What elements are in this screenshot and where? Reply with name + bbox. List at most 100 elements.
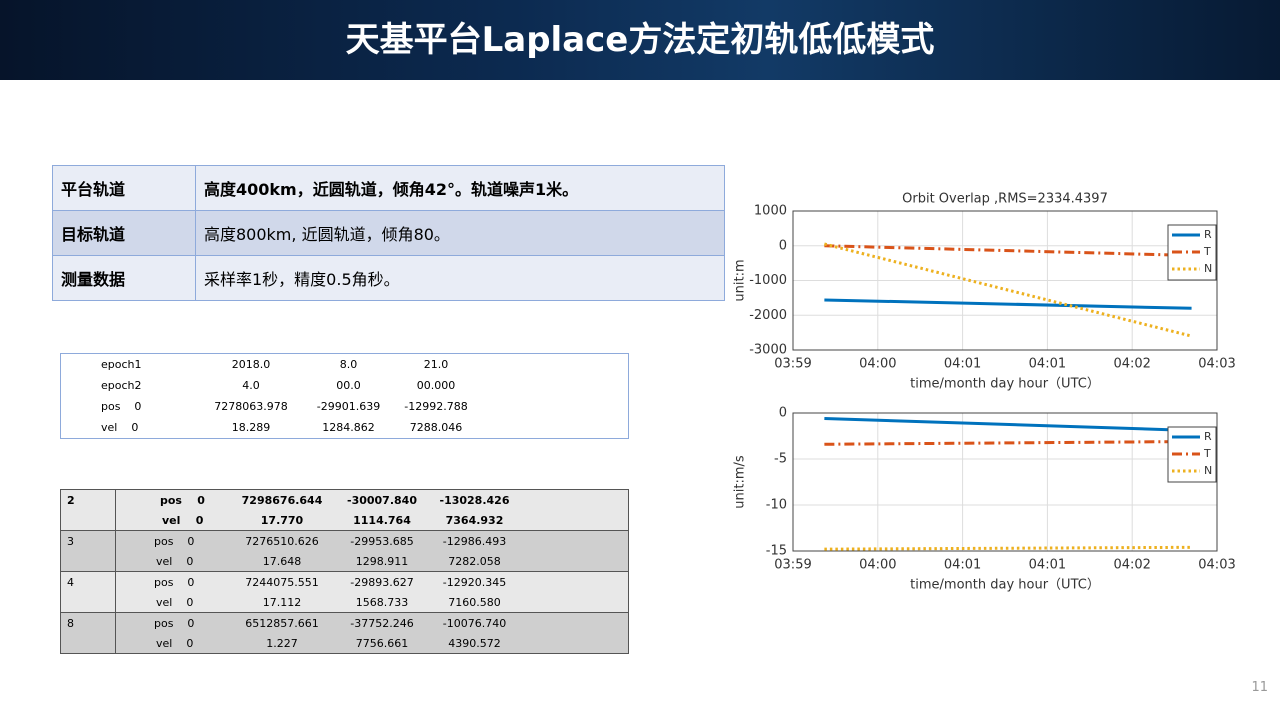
result-cell: 7276510.626 [245, 534, 319, 548]
result-cell: 7160.580 [448, 595, 501, 609]
x-axis-label: time/month day hour（UTC） [910, 377, 1100, 392]
result-cell: -29893.627 [350, 575, 414, 589]
result-id: 8 [60, 612, 116, 654]
result-cell: 17.112 [262, 595, 302, 609]
legend-label: R [1204, 430, 1212, 443]
series-line [824, 440, 1192, 446]
epoch-cell: 4.0 [242, 379, 260, 392]
result-pad [517, 490, 629, 511]
epoch-cell: -12992.788 [404, 400, 468, 413]
epoch-cell: -29901.639 [316, 400, 381, 413]
result-cell: vel 0 [156, 595, 194, 609]
result-table: 2 pos 0 7298676.644 -30007.840 -13028.426 vel… [60, 489, 629, 654]
y-axis-label: unit:m/s [733, 455, 748, 509]
epoch-pad [481, 375, 629, 396]
info-value: 高度400km，近圆轨道，倾角42°。轨道噪声1米。 [195, 165, 725, 211]
epoch-cell: 7278063.978 [214, 400, 288, 413]
y-tick-label: -3000 [749, 343, 787, 358]
result-cell: -12986.493 [442, 534, 507, 548]
y-tick-label: -5 [774, 452, 787, 467]
x-tick-label: 04:01 [1029, 357, 1066, 372]
result-group: 8 pos 0 6512857.661 -37752.246 -10076.740 vel… [60, 612, 629, 654]
epoch-cell: 00.000 [416, 379, 456, 392]
result-cell: 17.770 [260, 513, 304, 527]
epoch-pad [481, 354, 629, 376]
result-pad [517, 633, 629, 654]
result-cell: 1114.764 [353, 513, 411, 527]
result-pad [517, 531, 629, 552]
legend-label: N [1204, 262, 1212, 275]
result-row: vel 0 17.648 1298.911 7282.058 [61, 551, 629, 572]
info-value: 高度800km, 近圆轨道，倾角80。 [195, 210, 725, 256]
plot-frame [792, 412, 1218, 552]
result-cell: 7282.058 [448, 554, 501, 568]
x-tick-label: 03:59 [774, 558, 811, 573]
epoch-cell: 2018.0 [231, 358, 271, 371]
legend-label: R [1204, 228, 1212, 241]
plot-area [792, 412, 1218, 552]
y-tick-label: 0 [779, 406, 787, 421]
epoch-cell: 21.0 [423, 358, 449, 371]
x-tick-label: 04:00 [859, 558, 896, 573]
epoch-cell: vel 0 [101, 421, 139, 434]
result-cell: vel 0 [156, 554, 194, 568]
info-value: 采样率1秒，精度0.5角秒。 [195, 255, 725, 301]
result-cell: -10076.740 [442, 616, 507, 630]
epoch-cell: epoch2 [101, 379, 142, 392]
x-tick-label: 04:03 [1198, 357, 1235, 372]
charts: Orbit Overlap ,RMS=2334.4397 03:59 04:00 04… [733, 192, 1236, 593]
result-cell: pos 0 [154, 575, 195, 589]
result-pad [517, 572, 629, 593]
epoch-row: epoch2 4.0 00.0 00.000 [61, 375, 629, 396]
info-key: 平台轨道 [52, 165, 196, 211]
y-tick-label: -15 [766, 544, 787, 559]
header-title: 天基平台Laplace方法定初轨低低模式 [0, 0, 1280, 80]
info-row: 测量数据 采样率1秒，精度0.5角秒。 [52, 255, 725, 301]
x-tick-label: 04:01 [1029, 558, 1066, 573]
chart-title: Orbit Overlap ,RMS=2334.4397 [902, 192, 1108, 207]
legend-label: T [1203, 245, 1211, 258]
result-row: vel 0 17.770 1114.764 7364.932 [61, 510, 629, 531]
x-axis-label: time/month day hour（UTC） [910, 578, 1100, 593]
plot-frame [792, 210, 1218, 351]
result-group: 4 pos 0 7244075.551 -29893.627 -12920.345 vel… [60, 571, 629, 613]
info-key: 目标轨道 [52, 210, 196, 256]
result-row: vel 0 1.227 7756.661 4390.572 [61, 633, 629, 654]
result-cell: 7298676.644 [241, 493, 323, 507]
epoch-row: pos 0 7278063.978 -29901.639 -12992.788 [61, 396, 629, 417]
result-group: 2 pos 0 7298676.644 -30007.840 -13028.426 vel… [60, 489, 629, 531]
legend-label: T [1203, 447, 1211, 460]
result-cell: -37752.246 [350, 616, 414, 630]
epoch-cell: epoch1 [101, 358, 142, 371]
result-cell: -12920.345 [442, 575, 507, 589]
result-row: 2 pos 0 7298676.644 -30007.840 -13028.426 [60, 489, 629, 531]
result-cell: pos 0 [154, 534, 195, 548]
result-cell: 7364.932 [445, 513, 504, 527]
series-line [824, 298, 1192, 310]
epoch-cell: 1284.862 [322, 421, 375, 434]
series-line [824, 244, 1192, 257]
info-table: 平台轨道 高度400km，近圆轨道，倾角42°。轨道噪声1米。 目标轨道 高度800k… [52, 165, 725, 301]
page-number: 11 [1251, 680, 1268, 695]
result-cell: pos 0 [154, 616, 195, 630]
x-tick-label: 04:02 [1113, 558, 1150, 573]
epoch-cell: 18.289 [231, 421, 271, 434]
result-cell: 6512857.661 [245, 616, 319, 630]
result-pad [517, 551, 629, 572]
x-tick-label: 03:59 [774, 357, 811, 372]
epoch-cell: 00.0 [336, 379, 361, 392]
x-tick-label: 04:02 [1113, 357, 1150, 372]
x-tick-label: 04:01 [944, 357, 981, 372]
result-row: 3 pos 0 7276510.626 -29953.685 -12986.493 [60, 530, 629, 572]
result-cell: -30007.840 [347, 493, 417, 507]
result-id: 3 [60, 530, 116, 572]
result-cell: 7244075.551 [245, 575, 319, 589]
y-axis-label: unit:m [733, 259, 748, 301]
result-row: 8 pos 0 6512857.661 -37752.246 -10076.740 [60, 612, 629, 654]
result-cell: 1.227 [266, 636, 298, 650]
legend-label: N [1204, 464, 1212, 477]
y-tick-label: -10 [766, 498, 787, 513]
result-pad [517, 592, 629, 613]
result-pad [517, 510, 629, 531]
